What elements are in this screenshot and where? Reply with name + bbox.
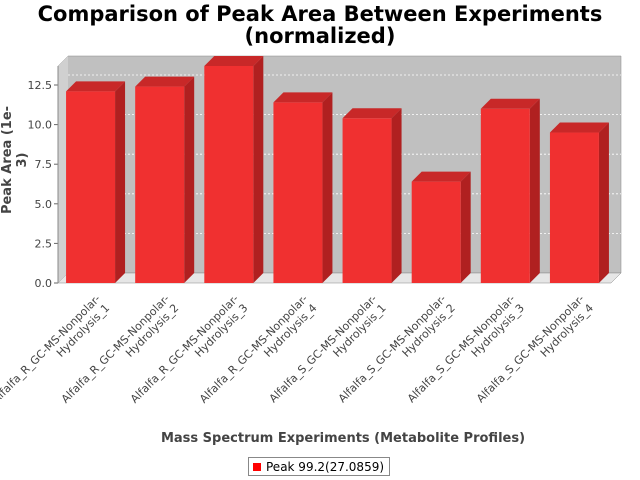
chart-title-line-2: (normalized) xyxy=(244,24,396,48)
bar xyxy=(273,102,323,283)
bar xyxy=(480,108,530,284)
bar-side xyxy=(253,56,264,283)
bar-top xyxy=(549,122,609,133)
bar-side xyxy=(460,171,471,283)
bar-top xyxy=(66,81,126,92)
bar-top xyxy=(342,108,402,119)
bar xyxy=(411,181,461,283)
y-tick-label: 5.0 xyxy=(35,198,53,211)
legend-label: Peak 99.2(27.0859) xyxy=(266,459,385,474)
plot-left-wall xyxy=(58,56,68,283)
x-tick-label: Alfalfa_R_GC-MS-Nonpolar-Hydrolysis_1 xyxy=(0,292,112,405)
bar-side xyxy=(598,122,609,284)
bar-top xyxy=(480,98,540,109)
bar-top xyxy=(204,56,264,66)
y-tick-label: 2.5 xyxy=(35,237,53,250)
bar xyxy=(66,91,116,283)
bar-side xyxy=(184,76,195,283)
chart-title-line-1: Comparison of Peak Area Between Experime… xyxy=(37,2,603,26)
bar xyxy=(204,66,254,283)
x-axis-label: Mass Spectrum Experiments (Metabolite Pr… xyxy=(160,431,526,446)
y-tick-label: 12.5 xyxy=(28,79,53,92)
x-tick-label-line: Alfalfa_R_GC-MS-Nonpolar- xyxy=(0,292,103,405)
bar-top xyxy=(273,92,333,103)
bar xyxy=(135,86,185,283)
legend: Peak 99.2(27.0859) xyxy=(248,457,390,476)
bar xyxy=(342,118,392,283)
y-tick-label: 7.5 xyxy=(35,158,53,171)
bar-side xyxy=(529,98,540,284)
bar-side xyxy=(115,81,126,283)
bar xyxy=(549,132,599,283)
bar-top xyxy=(411,171,471,182)
y-tick-label: 10.0 xyxy=(28,119,53,132)
y-tick-label: 0.0 xyxy=(35,277,53,290)
bar-side xyxy=(322,92,333,283)
legend-swatch xyxy=(253,462,261,471)
bar-side xyxy=(391,108,402,283)
bar-top xyxy=(135,76,195,87)
